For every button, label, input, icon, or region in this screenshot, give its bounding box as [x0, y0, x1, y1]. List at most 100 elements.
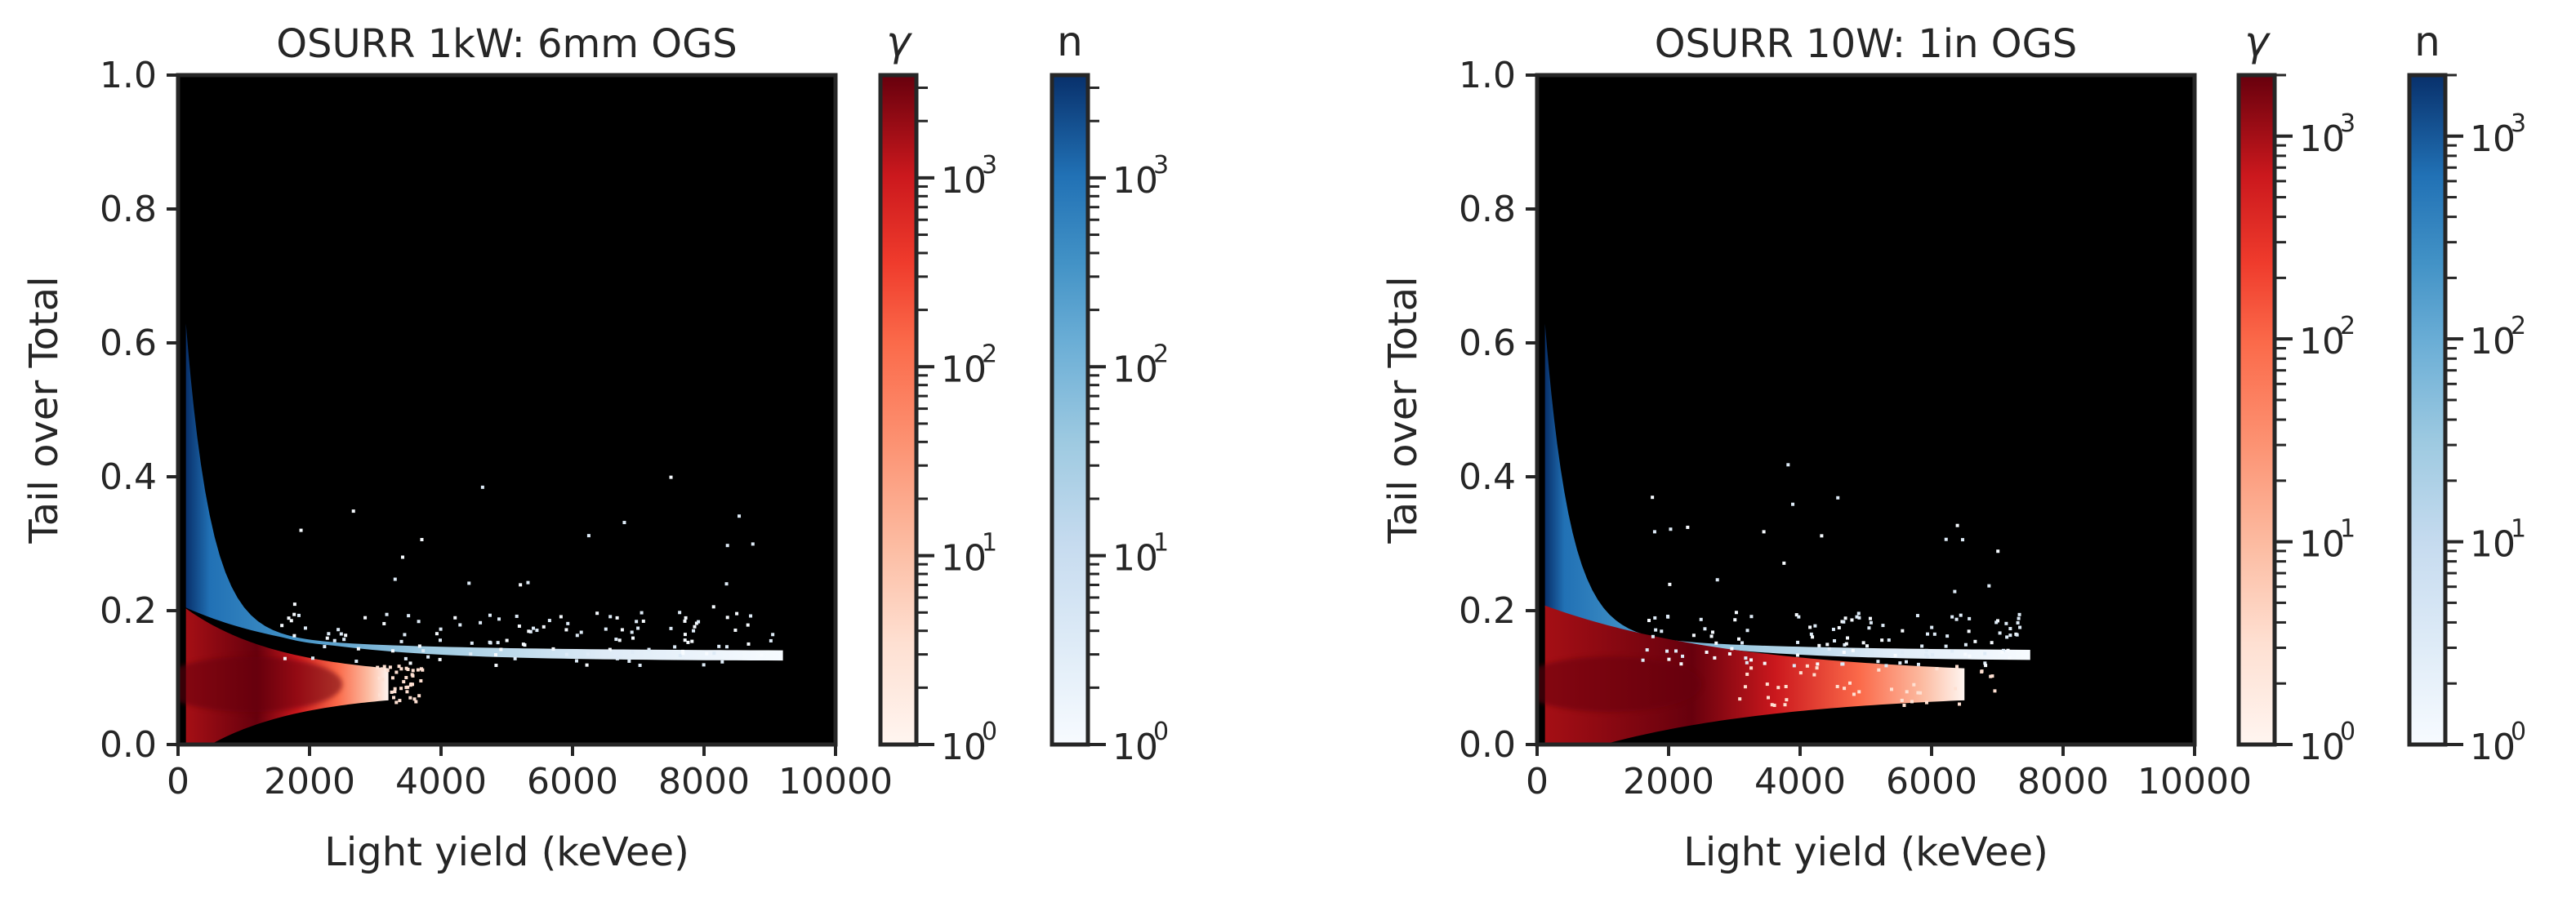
pixel [1844, 642, 1848, 646]
pixel [1813, 624, 1817, 628]
pixel [1924, 653, 1928, 657]
pixel [292, 602, 296, 607]
pixel [1691, 633, 1696, 638]
pixel [690, 639, 694, 643]
colorbar-tick-exponent: 1 [1153, 529, 1169, 558]
pixel [1770, 703, 1774, 707]
pixel [615, 656, 619, 660]
pixel [417, 694, 421, 698]
pixel [547, 619, 551, 623]
colorbar-tick-exponent: 3 [2511, 109, 2526, 138]
colorbar-tick-exponent: 2 [982, 340, 997, 368]
pixel [1861, 641, 1865, 645]
pixel [1931, 653, 1935, 657]
pixel [363, 616, 368, 620]
pixel [414, 700, 418, 704]
x-tick-label: 10000 [2137, 761, 2252, 802]
pixel [458, 623, 462, 627]
pixel [564, 652, 568, 656]
pixel [1795, 653, 1799, 657]
pixel [702, 663, 706, 667]
pixel [1749, 658, 1754, 662]
pixel [712, 651, 716, 656]
pixel [1955, 523, 1959, 527]
pixel [382, 621, 386, 625]
colorbar-tick-exponent: 2 [2511, 312, 2526, 340]
pixel [1902, 704, 1906, 708]
γ-band [1544, 605, 1965, 745]
pixel [1815, 666, 1819, 670]
pixel [684, 616, 688, 620]
y-tick-label: 1.0 [100, 55, 157, 96]
colorbar-tick-exponent: 3 [2340, 109, 2355, 138]
pixel [394, 670, 399, 674]
pixel [1827, 647, 1831, 651]
pixel [515, 614, 519, 618]
pixel [692, 629, 696, 633]
y-tick-label: 0.8 [100, 189, 157, 230]
pixel [327, 632, 331, 636]
pixel [344, 633, 348, 638]
pixel [1710, 630, 1714, 634]
pixel [479, 620, 483, 625]
pixel [647, 647, 651, 651]
pixel [575, 633, 579, 638]
pixel [1714, 641, 1718, 645]
pixel [630, 630, 634, 634]
pixel [303, 626, 307, 630]
pixel [407, 614, 411, 618]
pixel [1865, 644, 1870, 648]
colorbar-tick-label: 10 [2299, 727, 2345, 768]
pixel [398, 699, 402, 703]
pixel [595, 611, 599, 616]
pixel [604, 627, 608, 631]
pixel [393, 577, 397, 581]
pixel [1811, 635, 1815, 639]
pixel [631, 636, 635, 640]
y-tick-label: 1.0 [1459, 55, 1516, 96]
pixel [325, 636, 329, 640]
pixel [1963, 642, 1968, 647]
colorbar-label: n [2414, 18, 2440, 65]
pixel [505, 638, 509, 642]
pixel [1926, 632, 1930, 636]
pixel [417, 644, 421, 648]
pixel [636, 626, 640, 630]
pixel [635, 620, 639, 624]
pixel [1816, 662, 1820, 666]
pixel [1765, 682, 1769, 687]
pixel [615, 616, 619, 620]
pixel [1904, 660, 1908, 664]
colorbar-tick-exponent: 0 [2340, 718, 2355, 746]
pixel [439, 627, 443, 631]
pixel [1669, 527, 1673, 531]
pixel [1703, 627, 1707, 631]
colorbar-tick-label: 10 [2470, 321, 2516, 362]
pixel [620, 628, 624, 632]
pixel [694, 621, 698, 625]
x-tick-label: 2000 [264, 761, 355, 802]
pixel [287, 616, 291, 620]
pixel [2015, 633, 2019, 637]
pixel [771, 633, 775, 637]
pixel [1960, 538, 1964, 542]
pixel [497, 617, 501, 621]
pixel [1836, 496, 1840, 500]
pixel [390, 649, 394, 653]
pixel [711, 605, 715, 609]
y-tick-label: 0.6 [100, 322, 157, 364]
pixel [399, 687, 403, 691]
chart-title: OSURR 10W: 1in OGS [1655, 21, 2078, 67]
y-axis-label: Tail over Total [21, 276, 67, 544]
pixel [1736, 637, 1740, 641]
pixel [1784, 684, 1788, 688]
pixel [420, 537, 424, 541]
panel-2: 0 2000 4000 6000 8000 10000 0.0 0.2 0.4 0.6 0.8 1.0… [1380, 18, 2526, 875]
pixel [1893, 653, 1897, 657]
pixel [1772, 703, 1776, 707]
pixel [1968, 616, 1972, 620]
pixel [1944, 644, 1948, 648]
pixel [1967, 629, 1971, 633]
